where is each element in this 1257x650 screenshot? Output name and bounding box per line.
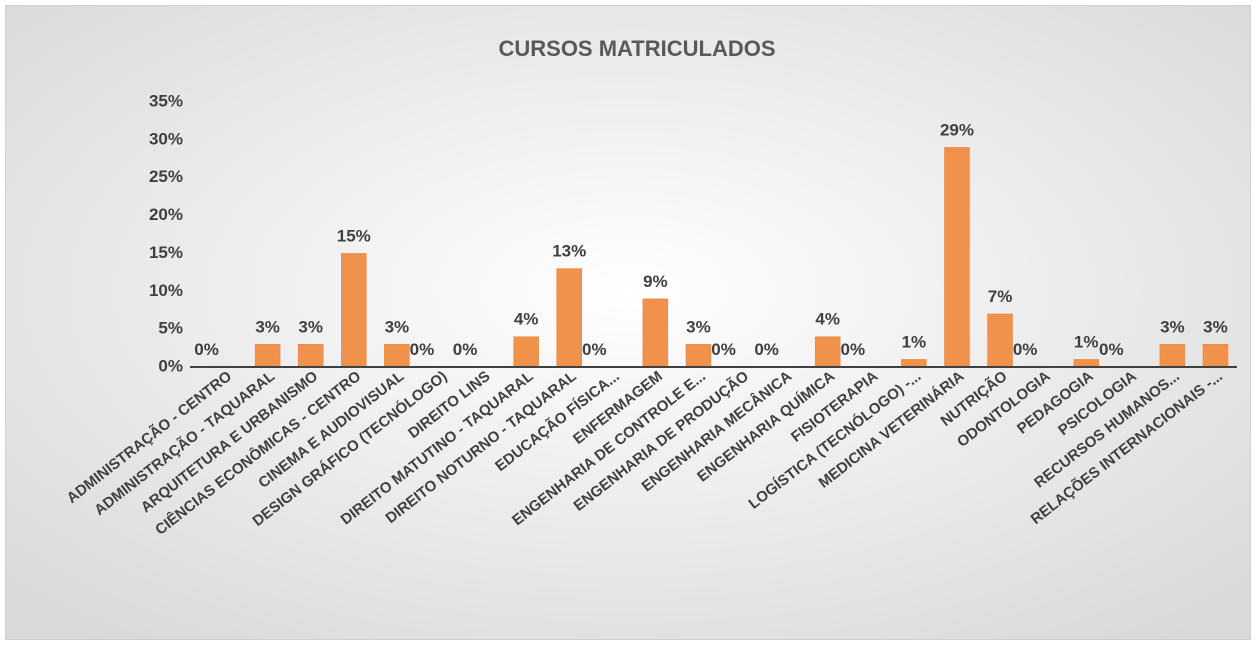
value-label: 3% — [385, 317, 410, 336]
bar — [901, 359, 927, 368]
value-label: 3% — [298, 317, 323, 336]
bar — [642, 298, 669, 368]
value-label: 3% — [686, 317, 711, 336]
value-label: 1% — [1074, 332, 1099, 351]
value-label: 15% — [337, 226, 371, 245]
bar — [1073, 359, 1099, 368]
bar — [944, 147, 970, 368]
chart-background — [5, 5, 1251, 640]
value-label: 9% — [643, 272, 668, 291]
value-label: 0% — [453, 340, 478, 359]
bar — [254, 344, 281, 368]
y-tick-label: 30% — [149, 129, 183, 148]
value-label: 0% — [582, 340, 607, 359]
y-tick-label: 10% — [149, 281, 183, 300]
value-label: 4% — [514, 310, 539, 329]
value-label: 7% — [988, 287, 1013, 306]
bar — [513, 336, 539, 368]
value-label: 0% — [754, 340, 779, 359]
y-tick-label: 20% — [149, 205, 183, 224]
bar — [1159, 344, 1186, 368]
value-label: 4% — [815, 310, 840, 329]
chart-title: CURSOS MATRICULADOS — [498, 36, 775, 61]
y-tick-label: 0% — [158, 356, 183, 375]
y-tick-label: 35% — [149, 91, 183, 110]
value-label: 0% — [711, 340, 736, 359]
bar — [297, 344, 324, 368]
bar — [384, 344, 410, 368]
value-label: 0% — [1013, 340, 1038, 359]
bar — [685, 344, 712, 368]
y-tick-label: 5% — [158, 319, 183, 338]
y-tick-label: 15% — [149, 243, 183, 262]
y-tick-label: 25% — [149, 167, 183, 186]
value-label: 0% — [194, 340, 219, 359]
value-label: 3% — [1160, 317, 1185, 336]
value-label: 13% — [552, 242, 586, 261]
value-label: 0% — [410, 340, 435, 359]
bar — [341, 253, 367, 368]
value-label: 0% — [841, 340, 866, 359]
value-label: 3% — [255, 317, 280, 336]
value-label: 0% — [1099, 340, 1124, 359]
bar — [556, 268, 582, 368]
bar — [1202, 344, 1229, 368]
value-label: 1% — [902, 332, 927, 351]
bar — [814, 336, 841, 368]
bar — [987, 313, 1013, 368]
value-label: 29% — [940, 120, 974, 139]
value-label: 3% — [1203, 317, 1228, 336]
